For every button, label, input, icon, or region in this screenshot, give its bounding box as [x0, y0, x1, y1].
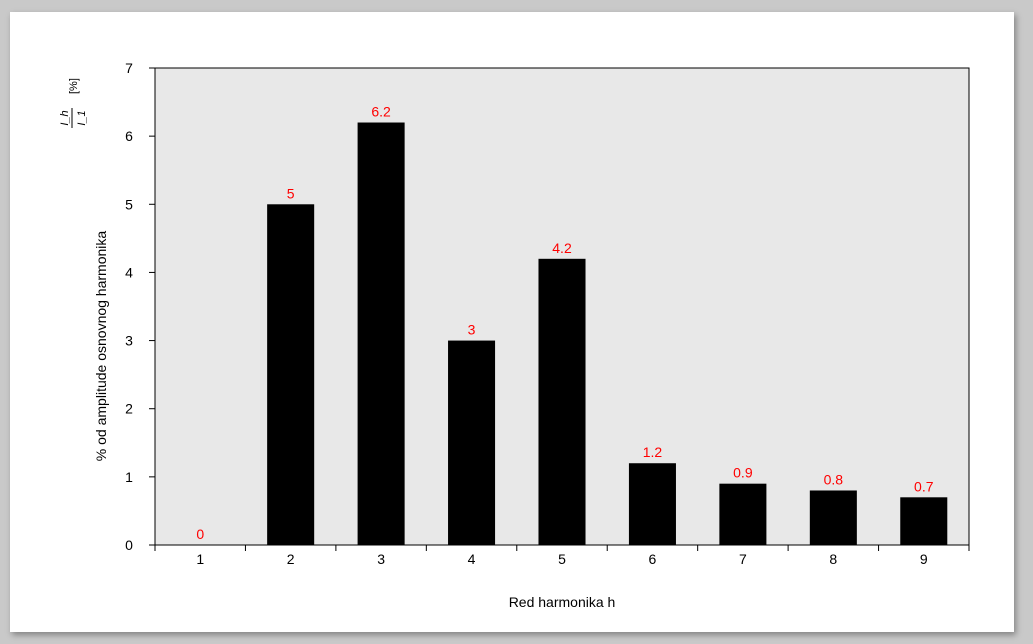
x-tick-label-7: 7: [739, 551, 747, 567]
y-axis-formula: I_h I_1 [%]: [59, 78, 88, 128]
x-tick-label-4: 4: [468, 551, 476, 567]
bar-4: [448, 340, 496, 545]
y-tick-label-5: 5: [125, 196, 133, 212]
y-tick-label-2: 2: [125, 401, 133, 417]
y-tick-label-6: 6: [125, 128, 133, 144]
y-tick-label-0: 0: [125, 537, 133, 553]
y-tick-label-4: 4: [125, 264, 133, 280]
x-tick-label-3: 3: [377, 551, 385, 567]
data-label-9: 0.7: [914, 478, 934, 494]
bar-2: [267, 204, 315, 546]
y-tick-label-3: 3: [125, 333, 133, 349]
x-tick-label-1: 1: [196, 551, 204, 567]
formula-denominator: I_1: [76, 110, 88, 125]
data-labels-group: 0 5 6.2 3 4.2 1.2 0.9 0.8 0.7: [196, 104, 933, 542]
bar-5: [538, 258, 586, 545]
data-label-7: 0.9: [733, 465, 753, 481]
data-label-3: 6.2: [371, 104, 391, 120]
bar-3: [357, 122, 405, 545]
bar-7: [719, 483, 767, 545]
data-label-8: 0.8: [824, 471, 844, 487]
x-axis-ticks: 1 2 3 4 5 6 7 8 9: [154, 545, 970, 567]
formula-numerator: I_h: [59, 110, 71, 125]
x-tick-label-5: 5: [558, 551, 566, 567]
x-tick-label-6: 6: [649, 551, 657, 567]
data-label-6: 1.2: [643, 444, 663, 460]
bar-8: [809, 490, 857, 545]
y-tick-label-7: 7: [125, 60, 133, 76]
data-label-2: 5: [287, 185, 295, 201]
x-axis-title: Red harmonika h: [509, 594, 616, 610]
x-tick-label-8: 8: [829, 551, 837, 567]
formula-suffix: [%]: [68, 78, 80, 94]
data-label-4: 3: [468, 322, 476, 338]
bars-group: [267, 122, 948, 546]
data-label-1: 0: [196, 526, 204, 542]
x-tick-label-9: 9: [920, 551, 928, 567]
bar-6: [628, 463, 676, 545]
x-tick-label-2: 2: [287, 551, 295, 567]
y-axis-ticks: 0 1 2 3 4 5 6 7: [125, 60, 155, 553]
y-tick-label-1: 1: [125, 469, 133, 485]
data-label-5: 4.2: [552, 240, 572, 256]
bar-9: [900, 497, 948, 545]
y-axis-title: % od amplitude osnovnog harmonika: [93, 231, 109, 462]
